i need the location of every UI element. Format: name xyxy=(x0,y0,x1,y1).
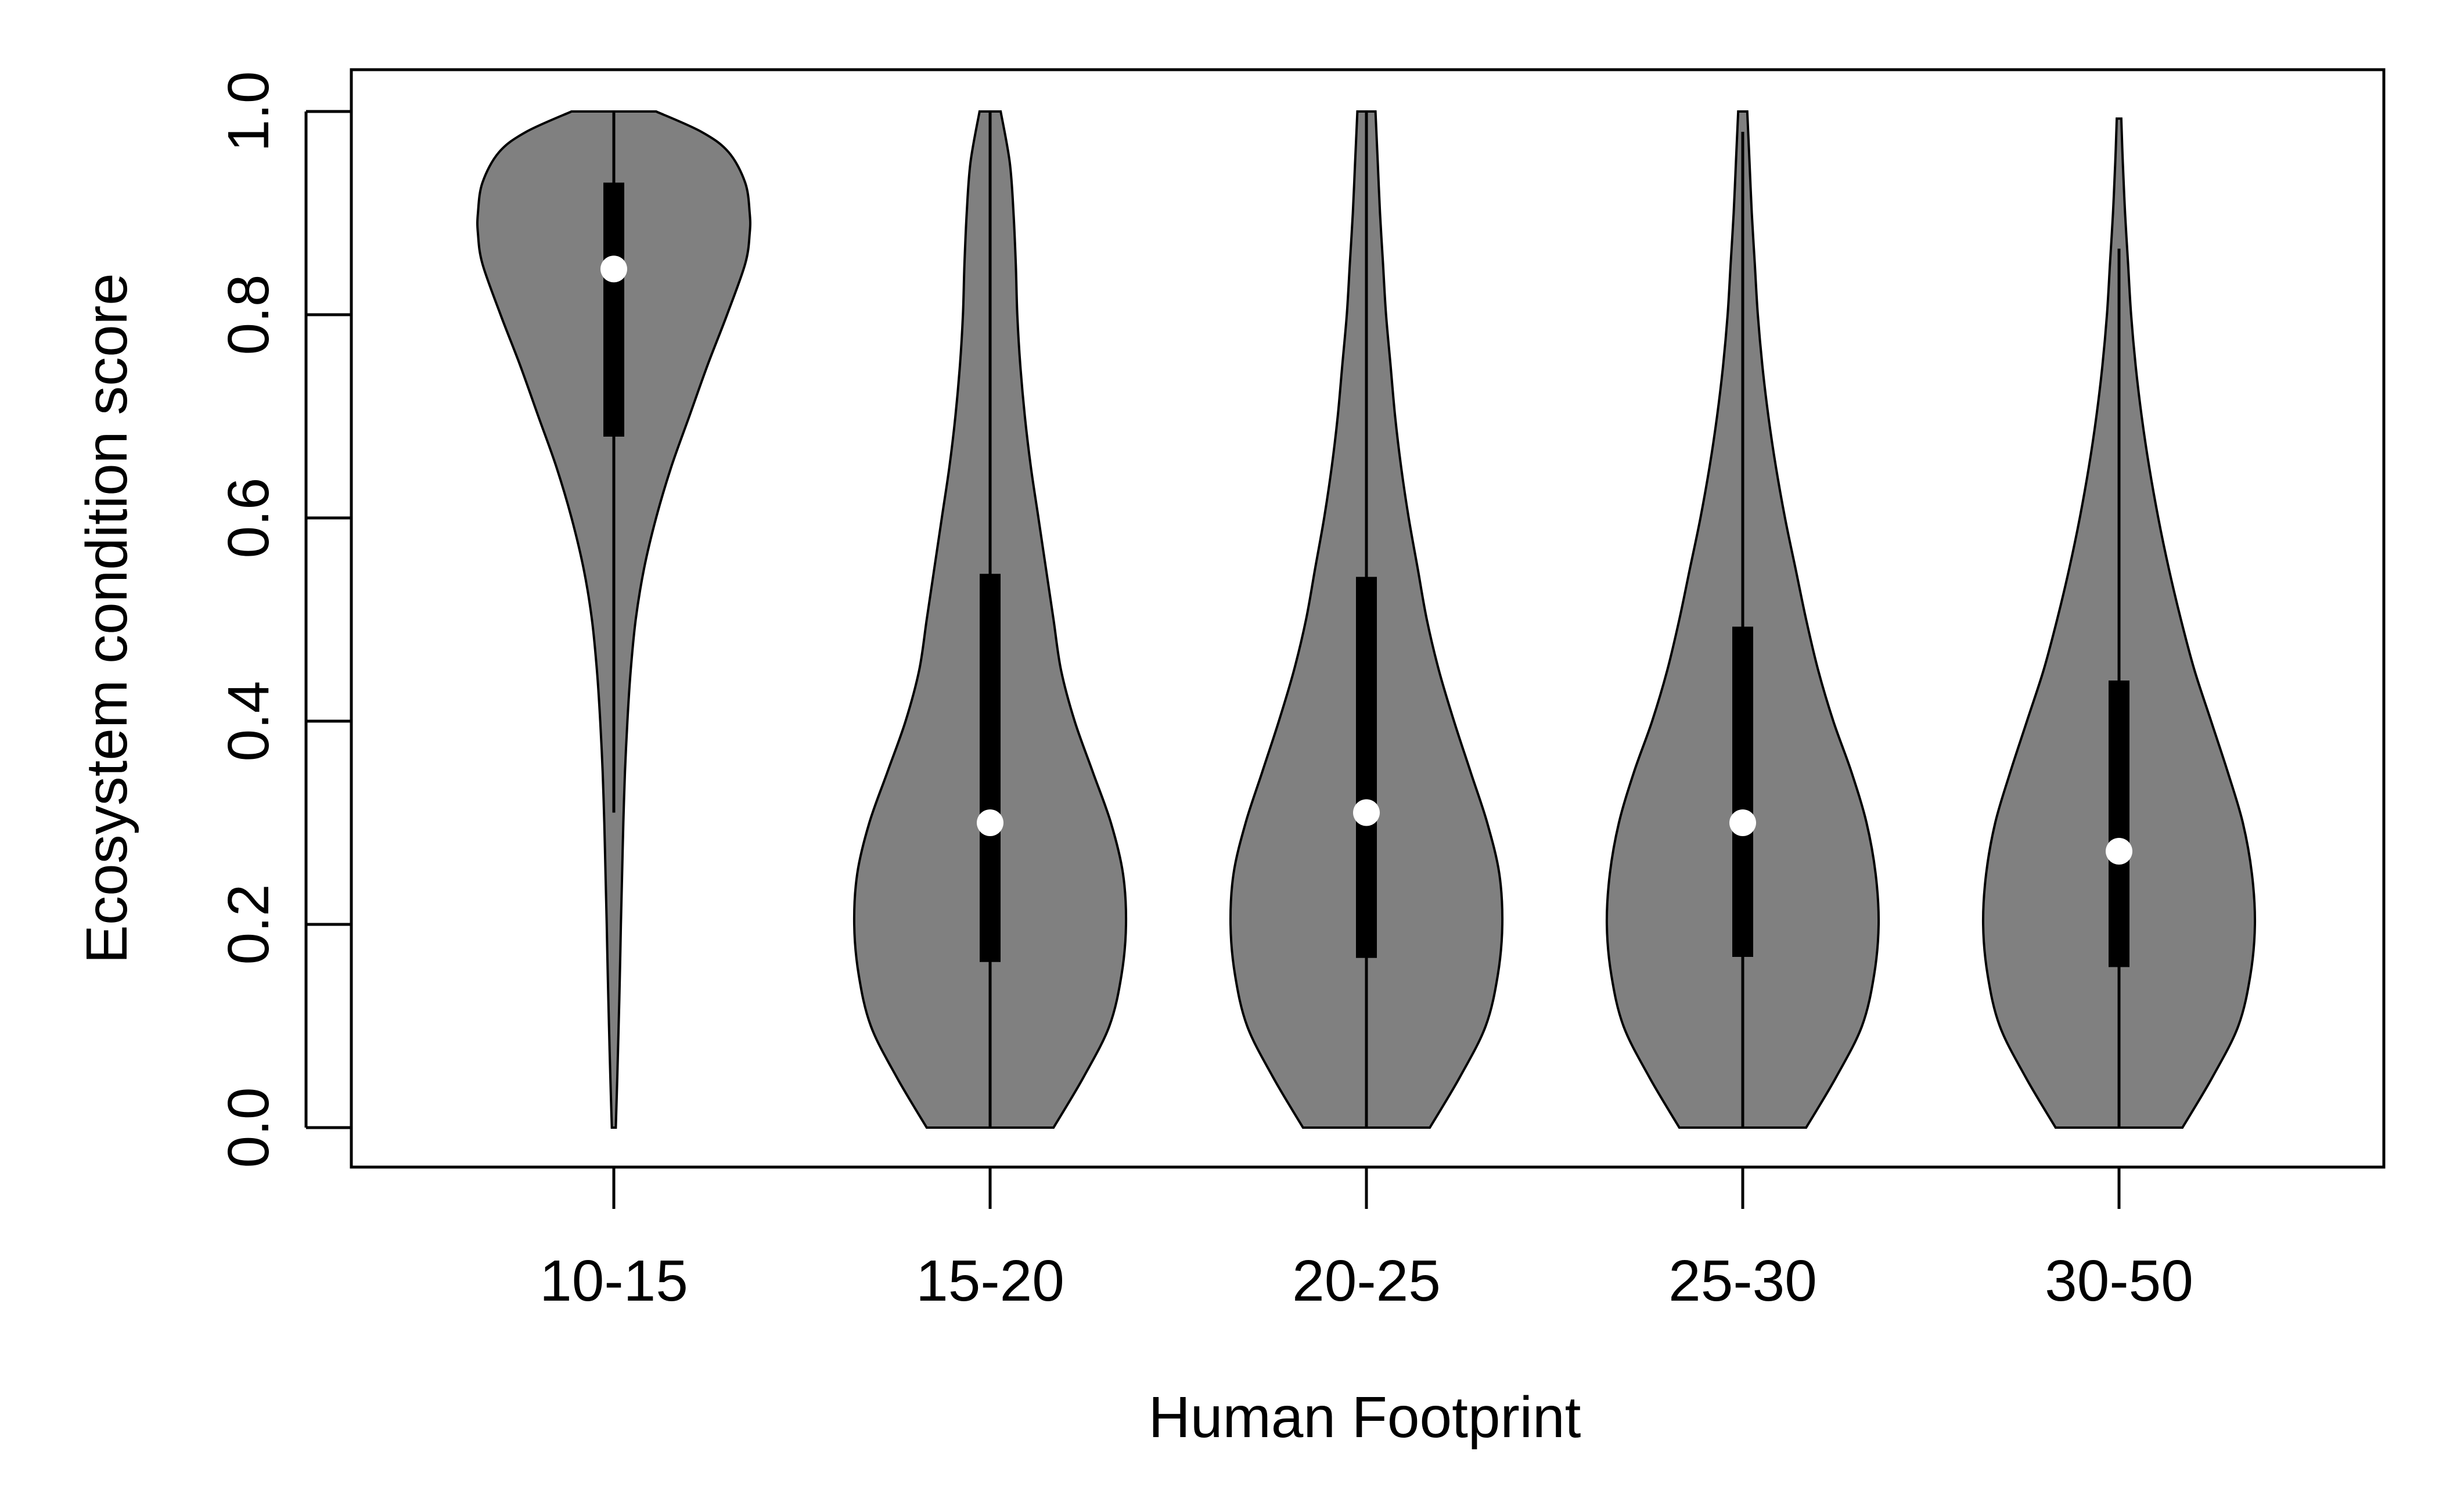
iqr-box xyxy=(2109,681,2129,967)
median-point xyxy=(977,809,1003,836)
x-tick-label: 15-20 xyxy=(916,1248,1064,1313)
x-tick-label: 30-50 xyxy=(2045,1248,2193,1313)
median-point xyxy=(600,255,627,283)
median-point xyxy=(2106,838,2132,865)
y-tick-label: 1.0 xyxy=(216,71,281,152)
x-tick-label: 10-15 xyxy=(539,1248,688,1313)
iqr-box xyxy=(603,182,624,437)
x-axis: 10-15 15-20 20-25 25-30 30-50 xyxy=(539,1165,2193,1313)
y-tick-label: 0.8 xyxy=(216,274,281,355)
violin-20-25 xyxy=(1229,110,1504,1129)
y-tick-label: 0.6 xyxy=(216,477,281,558)
y-tick-label: 0.0 xyxy=(216,1087,281,1168)
iqr-box xyxy=(980,574,1001,962)
x-tick-label: 20-25 xyxy=(1292,1248,1441,1313)
violin-25-30 xyxy=(1605,110,1880,1129)
violin-10-15 xyxy=(476,110,751,1129)
iqr-box xyxy=(1732,627,1753,957)
violins-layer xyxy=(476,110,2257,1129)
median-point xyxy=(1729,809,1756,836)
y-tick-label: 0.4 xyxy=(216,681,281,761)
x-tick-label: 25-30 xyxy=(1668,1248,1817,1313)
violin-30-50 xyxy=(1981,117,2257,1129)
x-axis-title: Human Footprint xyxy=(1149,1385,1581,1450)
y-tick-label: 0.2 xyxy=(216,884,281,964)
violin-15-20 xyxy=(852,110,1128,1129)
y-axis-title: Ecosystem condition score xyxy=(74,273,139,963)
iqr-box xyxy=(1356,577,1377,958)
median-point xyxy=(1353,799,1380,826)
y-axis: 0.0 0.2 0.4 0.6 0.8 1.0 xyxy=(216,71,351,1168)
